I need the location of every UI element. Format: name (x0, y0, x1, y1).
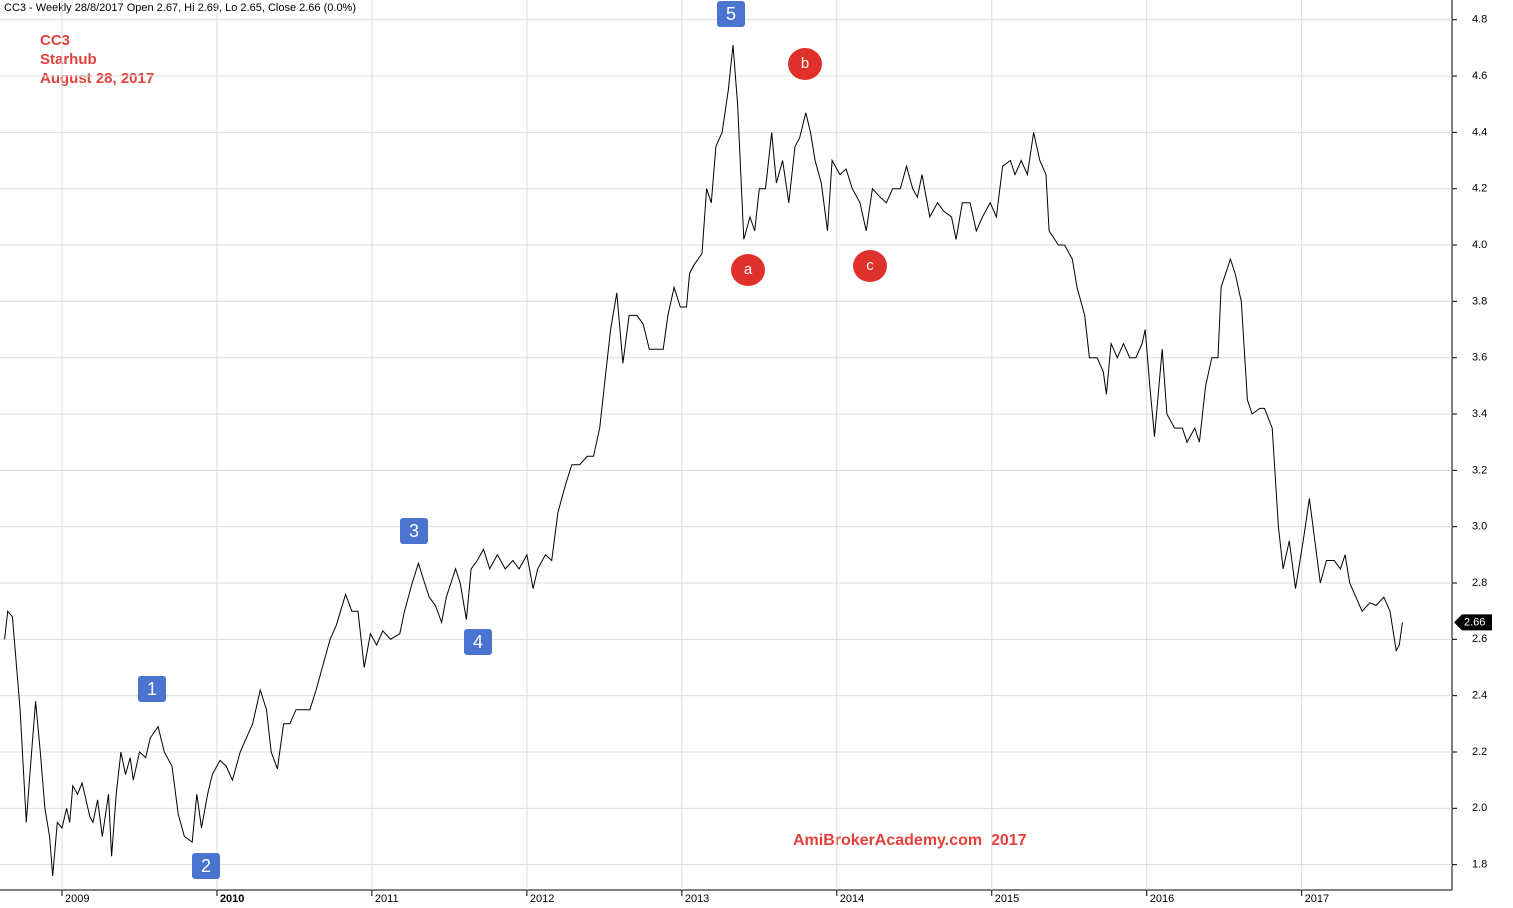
y-tick-label: 2.2 (1472, 746, 1487, 758)
x-tick-label: 2009 (65, 893, 89, 905)
correction-label: b (801, 55, 809, 72)
y-tick-label: 2.6 (1472, 633, 1487, 645)
y-tick-label: 4.8 (1472, 14, 1487, 26)
y-tick-label: 4.6 (1472, 70, 1487, 82)
correction-label: a (744, 261, 753, 278)
x-tick-label: 2013 (685, 893, 709, 905)
wave-marker (400, 518, 428, 544)
wave-label: 5 (726, 4, 736, 24)
x-tick-label: 2011 (375, 893, 399, 905)
wave-label: 4 (473, 632, 483, 652)
y-tick-label: 2.0 (1472, 802, 1487, 814)
y-tick-label: 3.4 (1472, 408, 1487, 420)
last-value-label: 2.66 (1464, 616, 1485, 628)
wave-label: 2 (201, 856, 211, 876)
wave-label: 1 (147, 679, 157, 699)
y-tick-label: 1.8 (1472, 859, 1487, 871)
x-tick-label: 2012 (530, 893, 554, 905)
x-tick-label: 2010 (220, 893, 244, 905)
y-tick-label: 3.8 (1472, 295, 1487, 307)
y-tick-label: 3.0 (1472, 521, 1487, 533)
price-line (4, 45, 1403, 876)
y-tick-label: 4.2 (1472, 183, 1487, 195)
chart-title: CC3 - Weekly 28/8/2017 Open 2.67, Hi 2.6… (4, 2, 356, 14)
last-value-tag (1454, 614, 1492, 631)
x-tick-label: 2016 (1150, 893, 1174, 905)
correction-marker (788, 48, 822, 80)
correction-label: c (866, 257, 874, 274)
y-tick-label: 3.2 (1472, 464, 1487, 476)
x-tick-label: 2015 (995, 893, 1019, 905)
wave-marker (464, 629, 492, 655)
annotation: Starhub (40, 51, 97, 68)
x-tick-label: 2017 (1305, 893, 1329, 905)
wave-marker (192, 853, 220, 879)
y-tick-label: 2.4 (1472, 690, 1487, 702)
y-tick-label: 4.0 (1472, 239, 1487, 251)
watermark: AmiBrokerAcademy.com 2017 (793, 832, 1027, 849)
wave-marker (717, 1, 745, 27)
y-tick-label: 2.8 (1472, 577, 1487, 589)
correction-marker (731, 254, 765, 286)
wave-marker (138, 676, 166, 702)
annotation: August 28, 2017 (40, 70, 154, 87)
x-tick-label: 2014 (840, 893, 864, 905)
annotation: CC3 (40, 32, 70, 49)
y-tick-label: 3.6 (1472, 352, 1487, 364)
y-tick-label: 4.4 (1472, 126, 1487, 138)
wave-label: 3 (409, 521, 419, 541)
correction-marker (853, 250, 887, 282)
